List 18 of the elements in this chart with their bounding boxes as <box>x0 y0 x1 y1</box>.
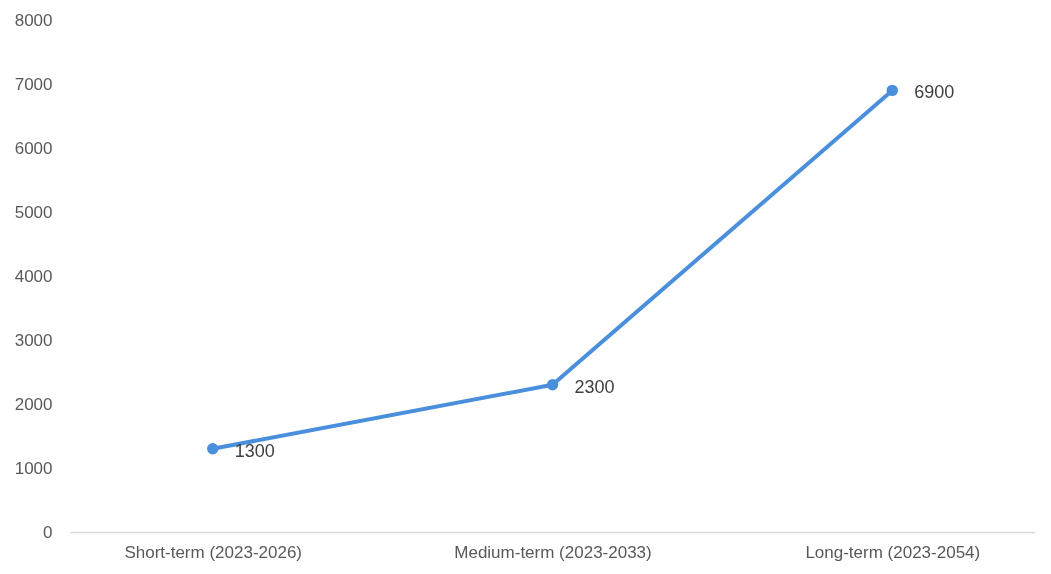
y-tick-label: 3000 <box>14 330 53 350</box>
y-tick-label: 5000 <box>14 202 53 222</box>
x-tick-label: Medium-term (2023-2033) <box>454 542 652 562</box>
x-tick-label: Short-term (2023-2026) <box>124 542 303 562</box>
y-tick-label: 8000 <box>14 10 53 30</box>
y-tick-label: 2000 <box>14 394 53 414</box>
point <box>546 379 559 391</box>
y-tick-label: 0 <box>43 522 53 542</box>
data-label: 1300 <box>234 440 275 461</box>
y-tick-label: 1000 <box>14 458 53 478</box>
point <box>207 443 219 455</box>
point <box>886 84 898 97</box>
y-tick-label: 6000 <box>14 138 53 158</box>
data-label: 2300 <box>574 376 615 397</box>
data-label: 6900 <box>914 82 955 103</box>
x-tick-label: Long-term (2023-2054) <box>805 542 981 562</box>
y-tick-label: 4000 <box>14 266 53 286</box>
y-tick-label: 7000 <box>14 74 53 94</box>
